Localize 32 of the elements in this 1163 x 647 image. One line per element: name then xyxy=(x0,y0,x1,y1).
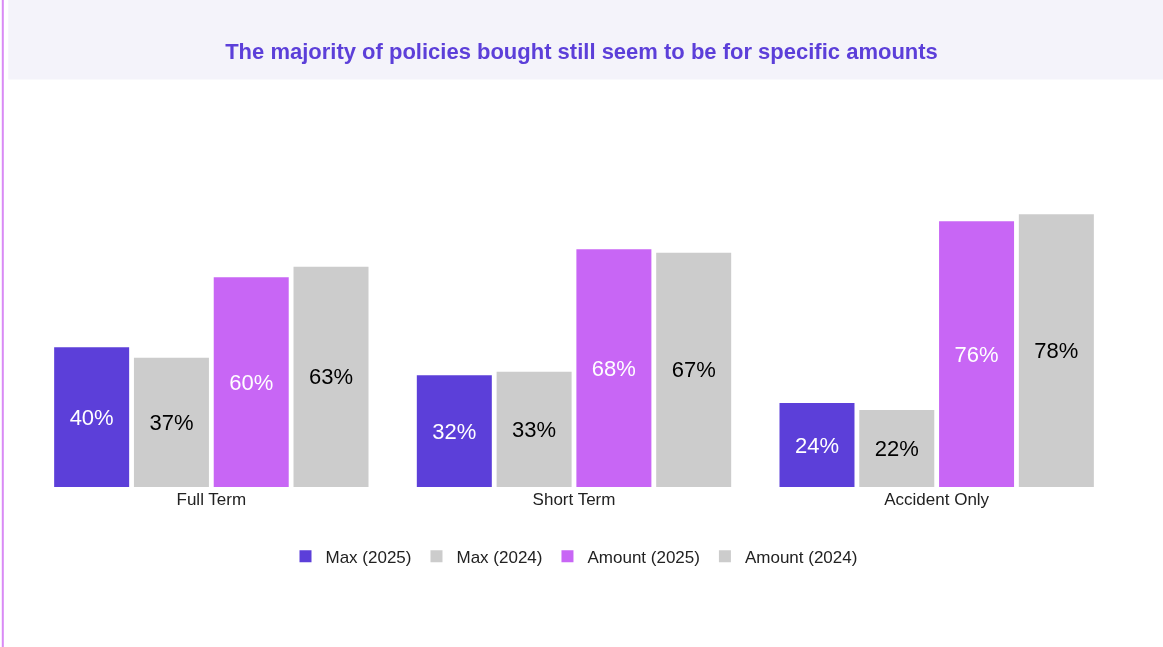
bar xyxy=(54,347,130,487)
bar xyxy=(133,357,209,487)
bar xyxy=(576,249,652,487)
bar xyxy=(1018,214,1094,487)
legend-label: Amount (2024) xyxy=(744,547,858,567)
bar xyxy=(496,371,572,487)
data-label: 32% xyxy=(432,418,477,444)
data-label: 63% xyxy=(308,364,354,390)
data-label: 24% xyxy=(794,432,840,458)
bar xyxy=(939,221,1015,487)
x-tick-label: Short Term xyxy=(532,490,616,509)
data-label: 68% xyxy=(591,355,636,381)
data-label: 37% xyxy=(149,409,194,435)
bar xyxy=(859,410,935,487)
bar xyxy=(779,403,855,487)
data-label: 60% xyxy=(229,369,274,395)
bar xyxy=(293,266,369,487)
bar xyxy=(656,252,732,487)
data-label: 22% xyxy=(874,436,919,462)
x-tick-label: Full Term xyxy=(176,490,247,509)
legend-label: Amount (2025) xyxy=(587,547,700,567)
data-label: 76% xyxy=(954,341,999,367)
legend-label: Max (2024) xyxy=(456,547,543,567)
data-label: 78% xyxy=(1034,338,1079,364)
x-tick-label: Accident Only xyxy=(884,490,990,509)
bar xyxy=(213,277,289,487)
data-label: 67% xyxy=(671,357,716,383)
legend-label: Max (2025) xyxy=(325,547,412,567)
data-label: 40% xyxy=(69,404,114,430)
chart-title: The majority of policies bought still seem to be for specific amounts xyxy=(225,39,938,65)
data-label: 33% xyxy=(512,416,557,442)
bar xyxy=(416,375,492,487)
